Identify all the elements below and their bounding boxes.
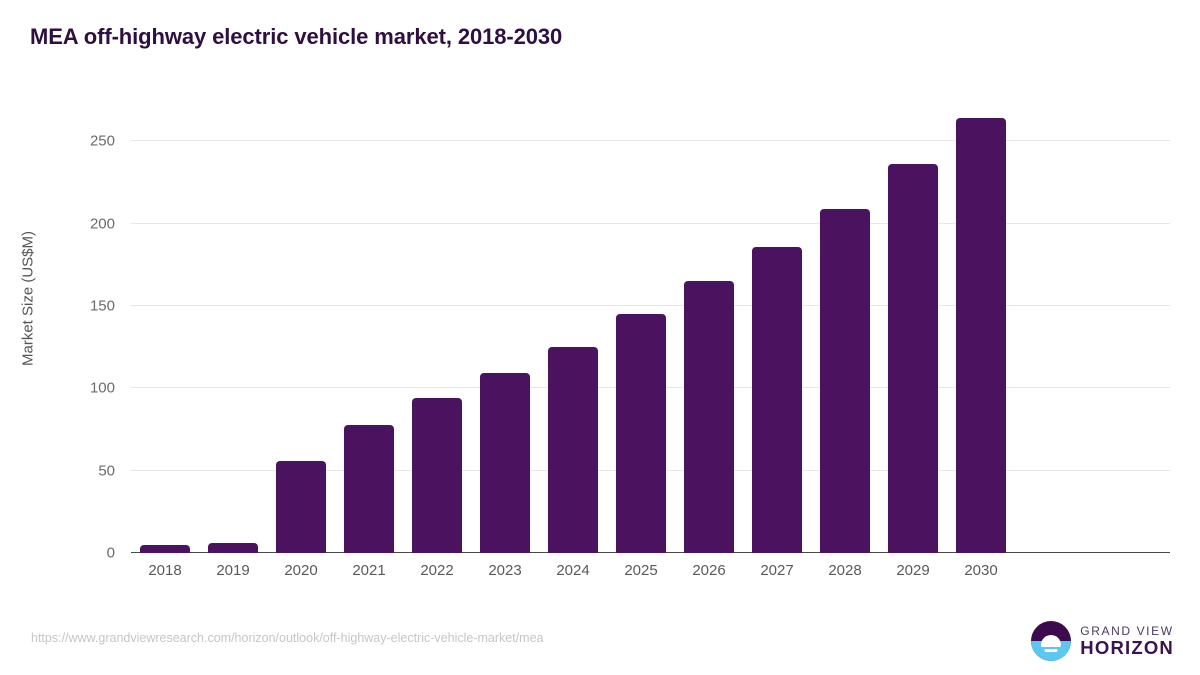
x-axis-tick-label: 2021 xyxy=(352,562,386,579)
y-axis-tick-label: 150 xyxy=(89,297,115,315)
logo-line-upper xyxy=(1041,644,1062,648)
gridline xyxy=(131,222,1170,224)
bar-2024[interactable] xyxy=(548,347,598,553)
bar-2020[interactable] xyxy=(276,460,326,553)
bar-2030[interactable] xyxy=(956,118,1006,553)
page-title: MEA off-highway electric vehicle market,… xyxy=(30,24,563,49)
bar-2029[interactable] xyxy=(888,164,938,553)
y-axis-tick-label: 100 xyxy=(89,379,115,397)
logo-wordmark: GRAND VIEW HORIZON xyxy=(1080,625,1174,657)
x-axis-tick-label: 2025 xyxy=(624,562,658,579)
bar-2018[interactable] xyxy=(140,544,190,553)
gridline xyxy=(131,140,1170,142)
bar-2019[interactable] xyxy=(208,543,258,553)
bar-2027[interactable] xyxy=(752,246,802,553)
y-axis-tick-label: 50 xyxy=(98,462,115,480)
bar-2028[interactable] xyxy=(820,208,870,553)
brand-logo: GRAND VIEW HORIZON xyxy=(1031,620,1174,662)
y-axis-tick-labels: 0 50 100 150 200 250 xyxy=(55,100,115,562)
logo-bottom-text: HORIZON xyxy=(1080,636,1174,658)
bar-2026[interactable] xyxy=(684,281,734,553)
gridline xyxy=(131,304,1170,306)
bar-2023[interactable] xyxy=(480,373,530,553)
x-axis-tick-label: 2027 xyxy=(760,562,794,579)
bar-2021[interactable] xyxy=(344,424,394,553)
y-axis-tick-label: 250 xyxy=(89,132,115,150)
logo-dome-shape xyxy=(1041,635,1062,645)
logo-top-text: GRAND VIEW xyxy=(1080,623,1174,638)
plot-area: 2018 2019 2020 2021 2022 2023 2024 2025 2026 2027… xyxy=(131,100,1170,579)
x-axis-tick-label: 2020 xyxy=(284,562,318,579)
source-url[interactable]: https://www.grandviewresearch.com/horizo… xyxy=(31,631,544,645)
logo-line-lower xyxy=(1044,649,1058,652)
bar-2022[interactable] xyxy=(412,398,462,553)
x-axis-tick-label: 2023 xyxy=(488,562,522,579)
x-axis-tick-label: 2028 xyxy=(828,562,862,579)
grand-view-horizon-circle-icon xyxy=(1031,621,1072,661)
y-axis-tick-label: 0 xyxy=(106,544,115,562)
y-axis-title: Market Size (US$M) xyxy=(19,230,37,367)
x-axis-tick-label: 2018 xyxy=(148,562,182,579)
x-axis-tick-label: 2024 xyxy=(556,562,590,579)
y-axis-tick-label: 200 xyxy=(89,215,115,233)
x-axis-tick-label: 2026 xyxy=(692,562,726,579)
x-axis-tick-label: 2019 xyxy=(216,562,250,579)
x-axis-tick-label: 2029 xyxy=(896,562,930,579)
x-axis-tick-label: 2030 xyxy=(964,562,998,579)
bar-2025[interactable] xyxy=(616,314,666,553)
x-axis-tick-label: 2022 xyxy=(420,562,454,579)
